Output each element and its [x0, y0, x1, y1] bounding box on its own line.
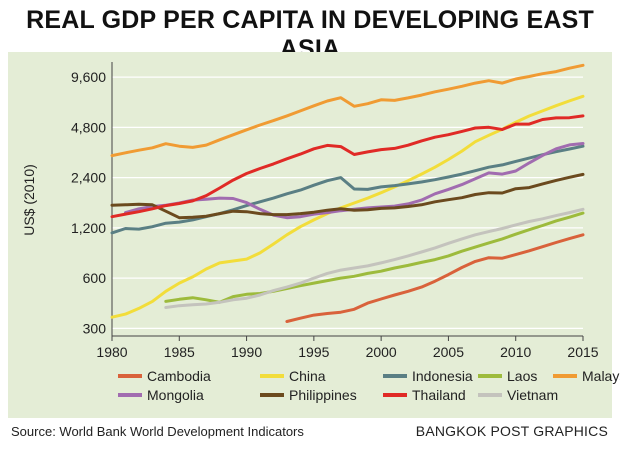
series-line-philippines [110, 172, 585, 220]
x-tick-label: 2000 [366, 344, 397, 360]
y-tick-label: 9,600 [71, 69, 106, 85]
legend-label: Cambodia [147, 368, 211, 384]
legend-label: Indonesia [412, 368, 473, 384]
chart-title: REAL GDP PER CAPITA IN DEVELOPING EAST A… [26, 6, 594, 63]
x-tick-label: 2005 [433, 344, 464, 360]
legend-label: Vietnam [507, 387, 558, 403]
y-tick-label: 600 [83, 270, 107, 286]
legend-label: Malaysia [582, 368, 620, 384]
x-tick-label: 1985 [164, 344, 195, 360]
x-tick-label: 2010 [500, 344, 531, 360]
y-tick-label: 300 [83, 320, 107, 336]
x-tick-label: 1980 [96, 344, 127, 360]
y-axis-label: US$ (2010) [21, 164, 37, 236]
x-tick-label: 1995 [298, 344, 329, 360]
legend-label: Mongolia [147, 387, 204, 403]
legend-label: Philippines [289, 387, 357, 403]
series-line-thailand [110, 114, 585, 219]
series-line-china [110, 94, 585, 319]
series-line-malaysia [110, 63, 585, 158]
series-line-indonesia [110, 144, 585, 235]
y-tick-label: 2,400 [71, 170, 106, 186]
legend-label: Thailand [412, 387, 466, 403]
legend-label: Laos [507, 368, 537, 384]
series-line-vietnam [164, 207, 585, 309]
series-line-cambodia [285, 233, 585, 323]
graphics-credit: BANGKOK POST GRAPHICS [415, 423, 608, 439]
legend-label: China [289, 368, 326, 384]
x-tick-label: 2015 [567, 344, 598, 360]
source-note: Source: World Bank World Development Ind… [11, 424, 304, 439]
y-tick-label: 1,200 [71, 220, 106, 236]
x-tick-label: 1990 [231, 344, 262, 360]
series-line-laos [164, 211, 585, 304]
y-tick-label: 4,800 [71, 119, 106, 135]
